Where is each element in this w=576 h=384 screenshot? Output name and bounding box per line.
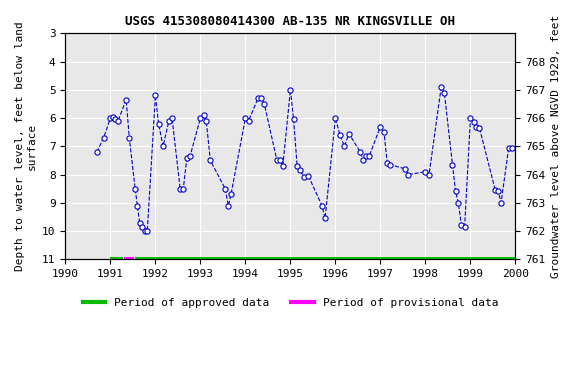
Point: [382, 160, 392, 166]
Point: [199, 112, 208, 118]
Y-axis label: Depth to water level, feet below land
surface: Depth to water level, feet below land su…: [15, 22, 37, 271]
Point: [179, 185, 188, 192]
Point: [113, 118, 123, 124]
Point: [185, 153, 195, 159]
Point: [124, 135, 134, 141]
Point: [196, 115, 205, 121]
Point: [140, 228, 149, 234]
Point: [133, 202, 142, 209]
Point: [206, 157, 215, 164]
Point: [439, 89, 449, 96]
Point: [244, 118, 253, 124]
Point: [221, 185, 230, 192]
Point: [300, 174, 309, 180]
Point: [335, 132, 344, 138]
Point: [451, 189, 460, 195]
Point: [108, 114, 118, 120]
Point: [466, 115, 475, 121]
Bar: [124, 257, 134, 262]
Point: [176, 185, 185, 192]
Point: [286, 87, 295, 93]
Point: [425, 172, 434, 178]
Point: [460, 224, 469, 230]
Point: [202, 118, 211, 124]
Point: [361, 153, 370, 159]
Bar: [111, 257, 123, 262]
Point: [143, 228, 152, 234]
Point: [168, 115, 177, 121]
Point: [275, 157, 285, 164]
Point: [154, 121, 163, 127]
Point: [293, 163, 302, 169]
Bar: [135, 257, 516, 262]
Point: [182, 154, 191, 161]
Point: [122, 97, 131, 103]
Point: [344, 131, 354, 137]
Point: [106, 115, 115, 121]
Title: USGS 415308080414300 AB-135 NR KINGSVILLE OH: USGS 415308080414300 AB-135 NR KINGSVILL…: [126, 15, 456, 28]
Point: [386, 162, 395, 168]
Point: [437, 84, 446, 90]
Point: [365, 153, 374, 159]
Point: [223, 202, 233, 209]
Point: [457, 222, 466, 228]
Point: [278, 163, 287, 169]
Legend: Period of approved data, Period of provisional data: Period of approved data, Period of provi…: [78, 294, 502, 313]
Point: [331, 115, 340, 121]
Point: [317, 202, 327, 209]
Point: [295, 167, 305, 174]
Point: [454, 200, 463, 206]
Point: [110, 116, 119, 122]
Point: [151, 93, 160, 99]
Point: [272, 157, 282, 164]
Point: [469, 119, 478, 125]
Point: [99, 135, 108, 141]
Point: [226, 191, 236, 197]
Point: [256, 95, 266, 101]
Point: [507, 145, 517, 151]
Point: [448, 162, 457, 168]
Point: [340, 143, 349, 149]
Point: [497, 200, 506, 206]
Point: [253, 95, 263, 101]
Point: [475, 125, 484, 131]
Point: [137, 224, 146, 230]
Point: [320, 215, 329, 222]
Point: [289, 116, 298, 122]
Point: [158, 143, 168, 149]
Point: [400, 166, 410, 172]
Point: [376, 124, 385, 130]
Point: [241, 115, 250, 121]
Point: [135, 220, 144, 226]
Point: [472, 124, 481, 130]
Point: [491, 187, 500, 193]
Point: [421, 169, 430, 175]
Point: [131, 185, 140, 192]
Point: [380, 129, 389, 135]
Point: [504, 145, 513, 151]
Point: [260, 101, 269, 107]
Point: [164, 118, 173, 124]
Point: [404, 172, 413, 178]
Point: [92, 149, 101, 155]
Point: [494, 189, 503, 195]
Point: [304, 173, 313, 179]
Point: [359, 157, 368, 164]
Point: [355, 149, 365, 155]
Y-axis label: Groundwater level above NGVD 1929, feet: Groundwater level above NGVD 1929, feet: [551, 15, 561, 278]
